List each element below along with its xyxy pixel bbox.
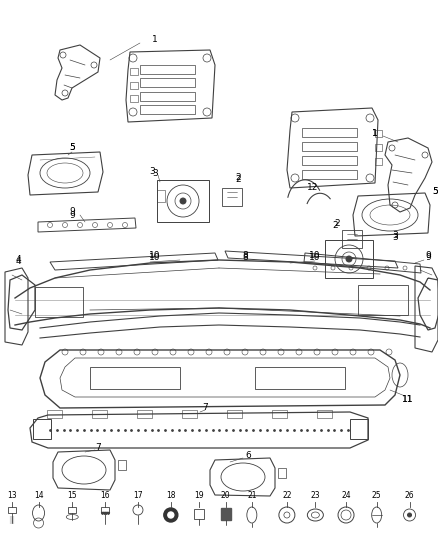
Text: 26: 26: [405, 491, 414, 500]
Text: 2: 2: [334, 220, 340, 229]
Text: 19: 19: [194, 491, 204, 500]
Bar: [157, 180, 209, 222]
Text: 4: 4: [15, 257, 21, 266]
Text: 3: 3: [149, 167, 155, 176]
Bar: [350, 419, 368, 439]
Bar: [8, 507, 16, 513]
Text: 5: 5: [69, 143, 75, 152]
Bar: [255, 367, 345, 389]
Bar: [278, 468, 286, 478]
Bar: [33, 419, 51, 439]
Bar: [221, 508, 230, 520]
Text: 10: 10: [149, 254, 161, 262]
Text: 2: 2: [235, 174, 241, 182]
Text: 3: 3: [392, 232, 398, 241]
Bar: [222, 188, 242, 206]
Ellipse shape: [180, 198, 186, 204]
Text: 6: 6: [245, 450, 251, 459]
Text: 1: 1: [152, 36, 158, 44]
Text: 9: 9: [425, 251, 431, 260]
Bar: [194, 509, 204, 519]
Text: 21: 21: [247, 491, 257, 500]
Bar: [272, 410, 287, 418]
Text: 7: 7: [202, 402, 208, 411]
Text: 2: 2: [332, 221, 338, 230]
Bar: [302, 170, 357, 179]
Bar: [47, 410, 62, 418]
Text: 16: 16: [100, 491, 110, 500]
Text: 24: 24: [341, 491, 351, 500]
Bar: [35, 287, 83, 317]
Ellipse shape: [407, 513, 412, 517]
Bar: [130, 82, 138, 89]
Text: 15: 15: [67, 491, 77, 500]
Text: 11: 11: [402, 395, 414, 405]
Bar: [157, 190, 165, 202]
Bar: [302, 128, 357, 137]
Text: 13: 13: [7, 491, 17, 500]
Text: 3: 3: [152, 168, 158, 177]
Text: 5: 5: [432, 188, 438, 197]
Text: 7: 7: [95, 442, 101, 451]
Bar: [375, 158, 382, 165]
Text: 10: 10: [309, 251, 321, 260]
Text: 22: 22: [282, 491, 292, 500]
Text: 10: 10: [149, 251, 161, 260]
Bar: [342, 230, 362, 248]
Text: 5: 5: [69, 143, 75, 152]
Bar: [358, 285, 408, 315]
Text: 2: 2: [235, 175, 241, 184]
Text: 8: 8: [242, 254, 248, 262]
Text: 4: 4: [437, 341, 438, 350]
Bar: [130, 95, 138, 102]
Text: 9: 9: [69, 207, 75, 216]
Text: 3: 3: [392, 231, 398, 240]
Text: 18: 18: [166, 491, 176, 500]
Text: 10: 10: [309, 254, 321, 262]
Bar: [317, 410, 332, 418]
Bar: [182, 410, 197, 418]
Text: 9: 9: [69, 211, 75, 220]
Bar: [140, 105, 195, 114]
Circle shape: [164, 508, 178, 522]
Bar: [325, 240, 373, 278]
Bar: [375, 130, 382, 137]
Text: 5: 5: [432, 188, 438, 197]
Bar: [140, 92, 195, 101]
Text: 23: 23: [311, 491, 320, 500]
Bar: [140, 78, 195, 87]
Bar: [92, 410, 107, 418]
Text: 12: 12: [307, 182, 319, 191]
Text: 4: 4: [15, 255, 21, 264]
Bar: [227, 410, 242, 418]
Text: 1: 1: [372, 128, 378, 138]
Bar: [130, 68, 138, 75]
Text: 17: 17: [133, 491, 143, 500]
Text: 4: 4: [437, 341, 438, 350]
Text: 14: 14: [34, 491, 43, 500]
Text: 8: 8: [242, 251, 248, 260]
Circle shape: [168, 512, 174, 518]
Bar: [140, 65, 195, 74]
Text: 1: 1: [372, 128, 378, 138]
Ellipse shape: [346, 256, 352, 262]
Bar: [68, 507, 76, 513]
Text: 11: 11: [402, 395, 414, 405]
Bar: [118, 460, 126, 470]
Text: 25: 25: [372, 491, 381, 500]
Text: 20: 20: [221, 491, 230, 500]
Bar: [302, 156, 357, 165]
Bar: [101, 507, 109, 513]
Bar: [90, 367, 180, 389]
Text: 9: 9: [425, 254, 431, 262]
Bar: [375, 144, 382, 151]
Bar: [302, 142, 357, 151]
Bar: [137, 410, 152, 418]
